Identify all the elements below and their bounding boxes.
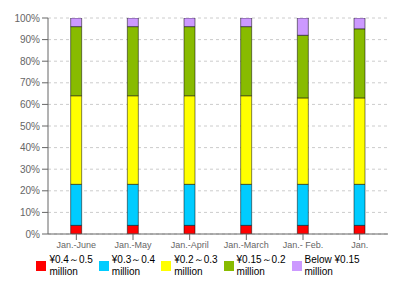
svg-text:50%: 50% — [20, 121, 40, 132]
svg-text:90%: 90% — [20, 34, 40, 45]
svg-text:100%: 100% — [14, 13, 40, 24]
html-text:¥0.15～0.2 million: ¥0.15～0.2 million — [236, 254, 286, 277]
svg-text:80%: 80% — [20, 56, 40, 67]
svg-text:10%: 10% — [20, 207, 40, 218]
html-text:¥0.4～0.5 million: ¥0.4～0.5 million — [49, 254, 93, 277]
svg-text:Jan.- Feb.: Jan.- Feb. — [283, 240, 324, 250]
svg-text:Jan.-March: Jan.-March — [224, 240, 269, 250]
svg-text:Jan.-April: Jan.-April — [171, 240, 209, 250]
svg-text:Jan.-May: Jan.-May — [114, 240, 152, 250]
svg-text:40%: 40% — [20, 142, 40, 153]
svg-text:20%: 20% — [20, 185, 40, 196]
svg-text:Jan.: Jan. — [351, 240, 368, 250]
html-text:¥0.3～0.4 million: ¥0.3～0.4 million — [111, 254, 156, 277]
svg-text:30%: 30% — [20, 164, 40, 175]
svg-text:Jan.-June: Jan.-June — [57, 240, 97, 250]
svg-text:0%: 0% — [26, 229, 41, 240]
html-text:Below ¥0.15 million: Below ¥0.15 million — [304, 254, 360, 277]
svg-text:70%: 70% — [20, 77, 40, 88]
html-text:¥0.2～0.3 million: ¥0.2～0.3 million — [174, 254, 218, 277]
svg-text:60%: 60% — [20, 99, 40, 110]
